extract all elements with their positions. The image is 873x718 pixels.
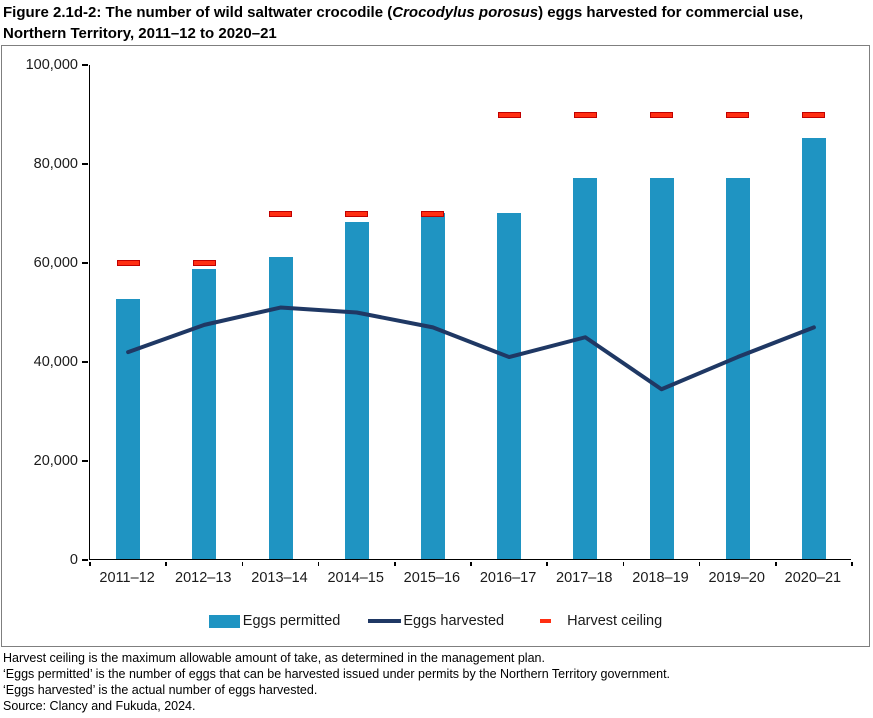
- eggs-harvested-swatch: [368, 619, 402, 623]
- harvest-ceiling-dash: [345, 210, 369, 217]
- legend-item-eggs-harvested: Eggs harvested: [368, 613, 504, 629]
- figure-title: Figure 2.1d-2: The number of wild saltwa…: [3, 2, 873, 44]
- figure-title-line2: Northern Territory, 2011–12 to 2020–21: [3, 25, 277, 42]
- y-axis-tick: [82, 64, 88, 66]
- harvest-ceiling-dash: [269, 210, 292, 217]
- bar-eggs-permitted: [116, 299, 141, 559]
- x-tick-label: 2012–13: [175, 570, 232, 586]
- x-tick-label: 2020–21: [784, 570, 842, 586]
- legend: Eggs permitted Eggs harvested Harvest ce…: [2, 613, 869, 629]
- y-axis-tick: [82, 163, 88, 165]
- y-tick-label: 0: [69, 552, 78, 568]
- title-text: Figure 2.1d-2: The number of wild saltwa…: [3, 4, 393, 21]
- y-tick-label: 20,000: [33, 453, 78, 469]
- x-axis-tick: [165, 561, 167, 566]
- bar-eggs-permitted: [420, 212, 445, 559]
- y-axis-tick: [82, 460, 88, 462]
- y-tick-label: 100,000: [25, 57, 78, 73]
- harvest-ceiling-dash: [192, 260, 216, 266]
- bar-eggs-permitted: [268, 257, 293, 559]
- x-axis-tick: [317, 561, 320, 566]
- x-axis-tick: [775, 561, 777, 566]
- title-text-suffix: ) eggs harvested for commercial use,: [538, 4, 804, 21]
- harvest-ceiling-dash: [573, 111, 597, 118]
- harvest-ceiling-dash: [802, 111, 826, 118]
- bar-eggs-permitted: [344, 222, 369, 559]
- x-tick-label: 2017–18: [556, 570, 613, 586]
- x-tick-label: 2011–12: [99, 570, 155, 586]
- bar-eggs-permitted: [649, 177, 674, 559]
- x-axis-tick: [89, 561, 91, 566]
- x-axis-tick: [851, 561, 853, 566]
- y-tick-label: 40,000: [33, 354, 78, 370]
- footnotes: Harvest ceiling is the maximum allowable…: [3, 650, 871, 714]
- footnote-source: Source: Clancy and Fukuda, 2024.: [3, 699, 196, 713]
- chart-area: Eggs permitted Eggs harvested Harvest ce…: [1, 45, 870, 647]
- x-axis-tick: [546, 561, 548, 566]
- bar-eggs-permitted: [801, 138, 826, 559]
- x-tick-label: 2019–20: [708, 570, 765, 586]
- harvest-ceiling-dash: [726, 111, 750, 118]
- harvest-ceiling-dash: [497, 111, 521, 118]
- eggs-permitted-swatch: [208, 614, 240, 628]
- x-axis-tick: [470, 561, 472, 566]
- x-axis-tick: [241, 561, 244, 566]
- footnote-eggs-permitted: ‘Eggs permitted’ is the number of eggs t…: [3, 667, 671, 681]
- x-tick-label: 2016–17: [479, 570, 537, 586]
- y-axis-tick: [82, 559, 88, 561]
- legend-label-eggs-permitted: Eggs permitted: [242, 613, 341, 629]
- y-tick-label: 80,000: [33, 156, 78, 172]
- footnote-eggs-harvested: ‘Eggs harvested’ is the actual number of…: [3, 683, 318, 697]
- harvest-ceiling-dash: [421, 210, 445, 217]
- legend-item-harvest-ceiling: Harvest ceiling: [532, 613, 662, 629]
- x-axis-tick: [622, 561, 625, 566]
- x-axis-tick: [394, 561, 396, 566]
- bar-eggs-permitted: [573, 177, 598, 559]
- footnote-harvest-ceiling: Harvest ceiling is the maximum allowable…: [3, 651, 545, 665]
- x-axis-tick: [698, 561, 701, 566]
- y-tick-label: 60,000: [33, 255, 78, 271]
- legend-label-eggs-harvested: Eggs harvested: [403, 613, 505, 629]
- y-axis-tick: [82, 262, 88, 264]
- species-name: Crocodylus porosus: [392, 4, 539, 21]
- harvest-ceiling-swatch: [540, 619, 552, 623]
- harvest-ceiling-dash: [650, 111, 673, 118]
- y-axis-tick: [82, 361, 88, 363]
- bar-eggs-permitted: [725, 177, 750, 559]
- x-tick-label: 2013–14: [251, 570, 308, 586]
- harvest-ceiling-dash: [116, 260, 140, 266]
- figure-title-line1: Figure 2.1d-2: The number of wild saltwa…: [3, 2, 873, 23]
- plot-area: [82, 64, 853, 566]
- x-tick-label: 2015–16: [403, 570, 461, 586]
- x-tick-label: 2014–15: [327, 570, 384, 586]
- bar-eggs-permitted: [497, 212, 522, 559]
- legend-label-harvest-ceiling: Harvest ceiling: [567, 613, 663, 629]
- legend-item-eggs-permitted: Eggs permitted: [208, 613, 341, 629]
- bar-eggs-permitted: [192, 269, 217, 559]
- x-tick-label: 2018–19: [632, 570, 689, 586]
